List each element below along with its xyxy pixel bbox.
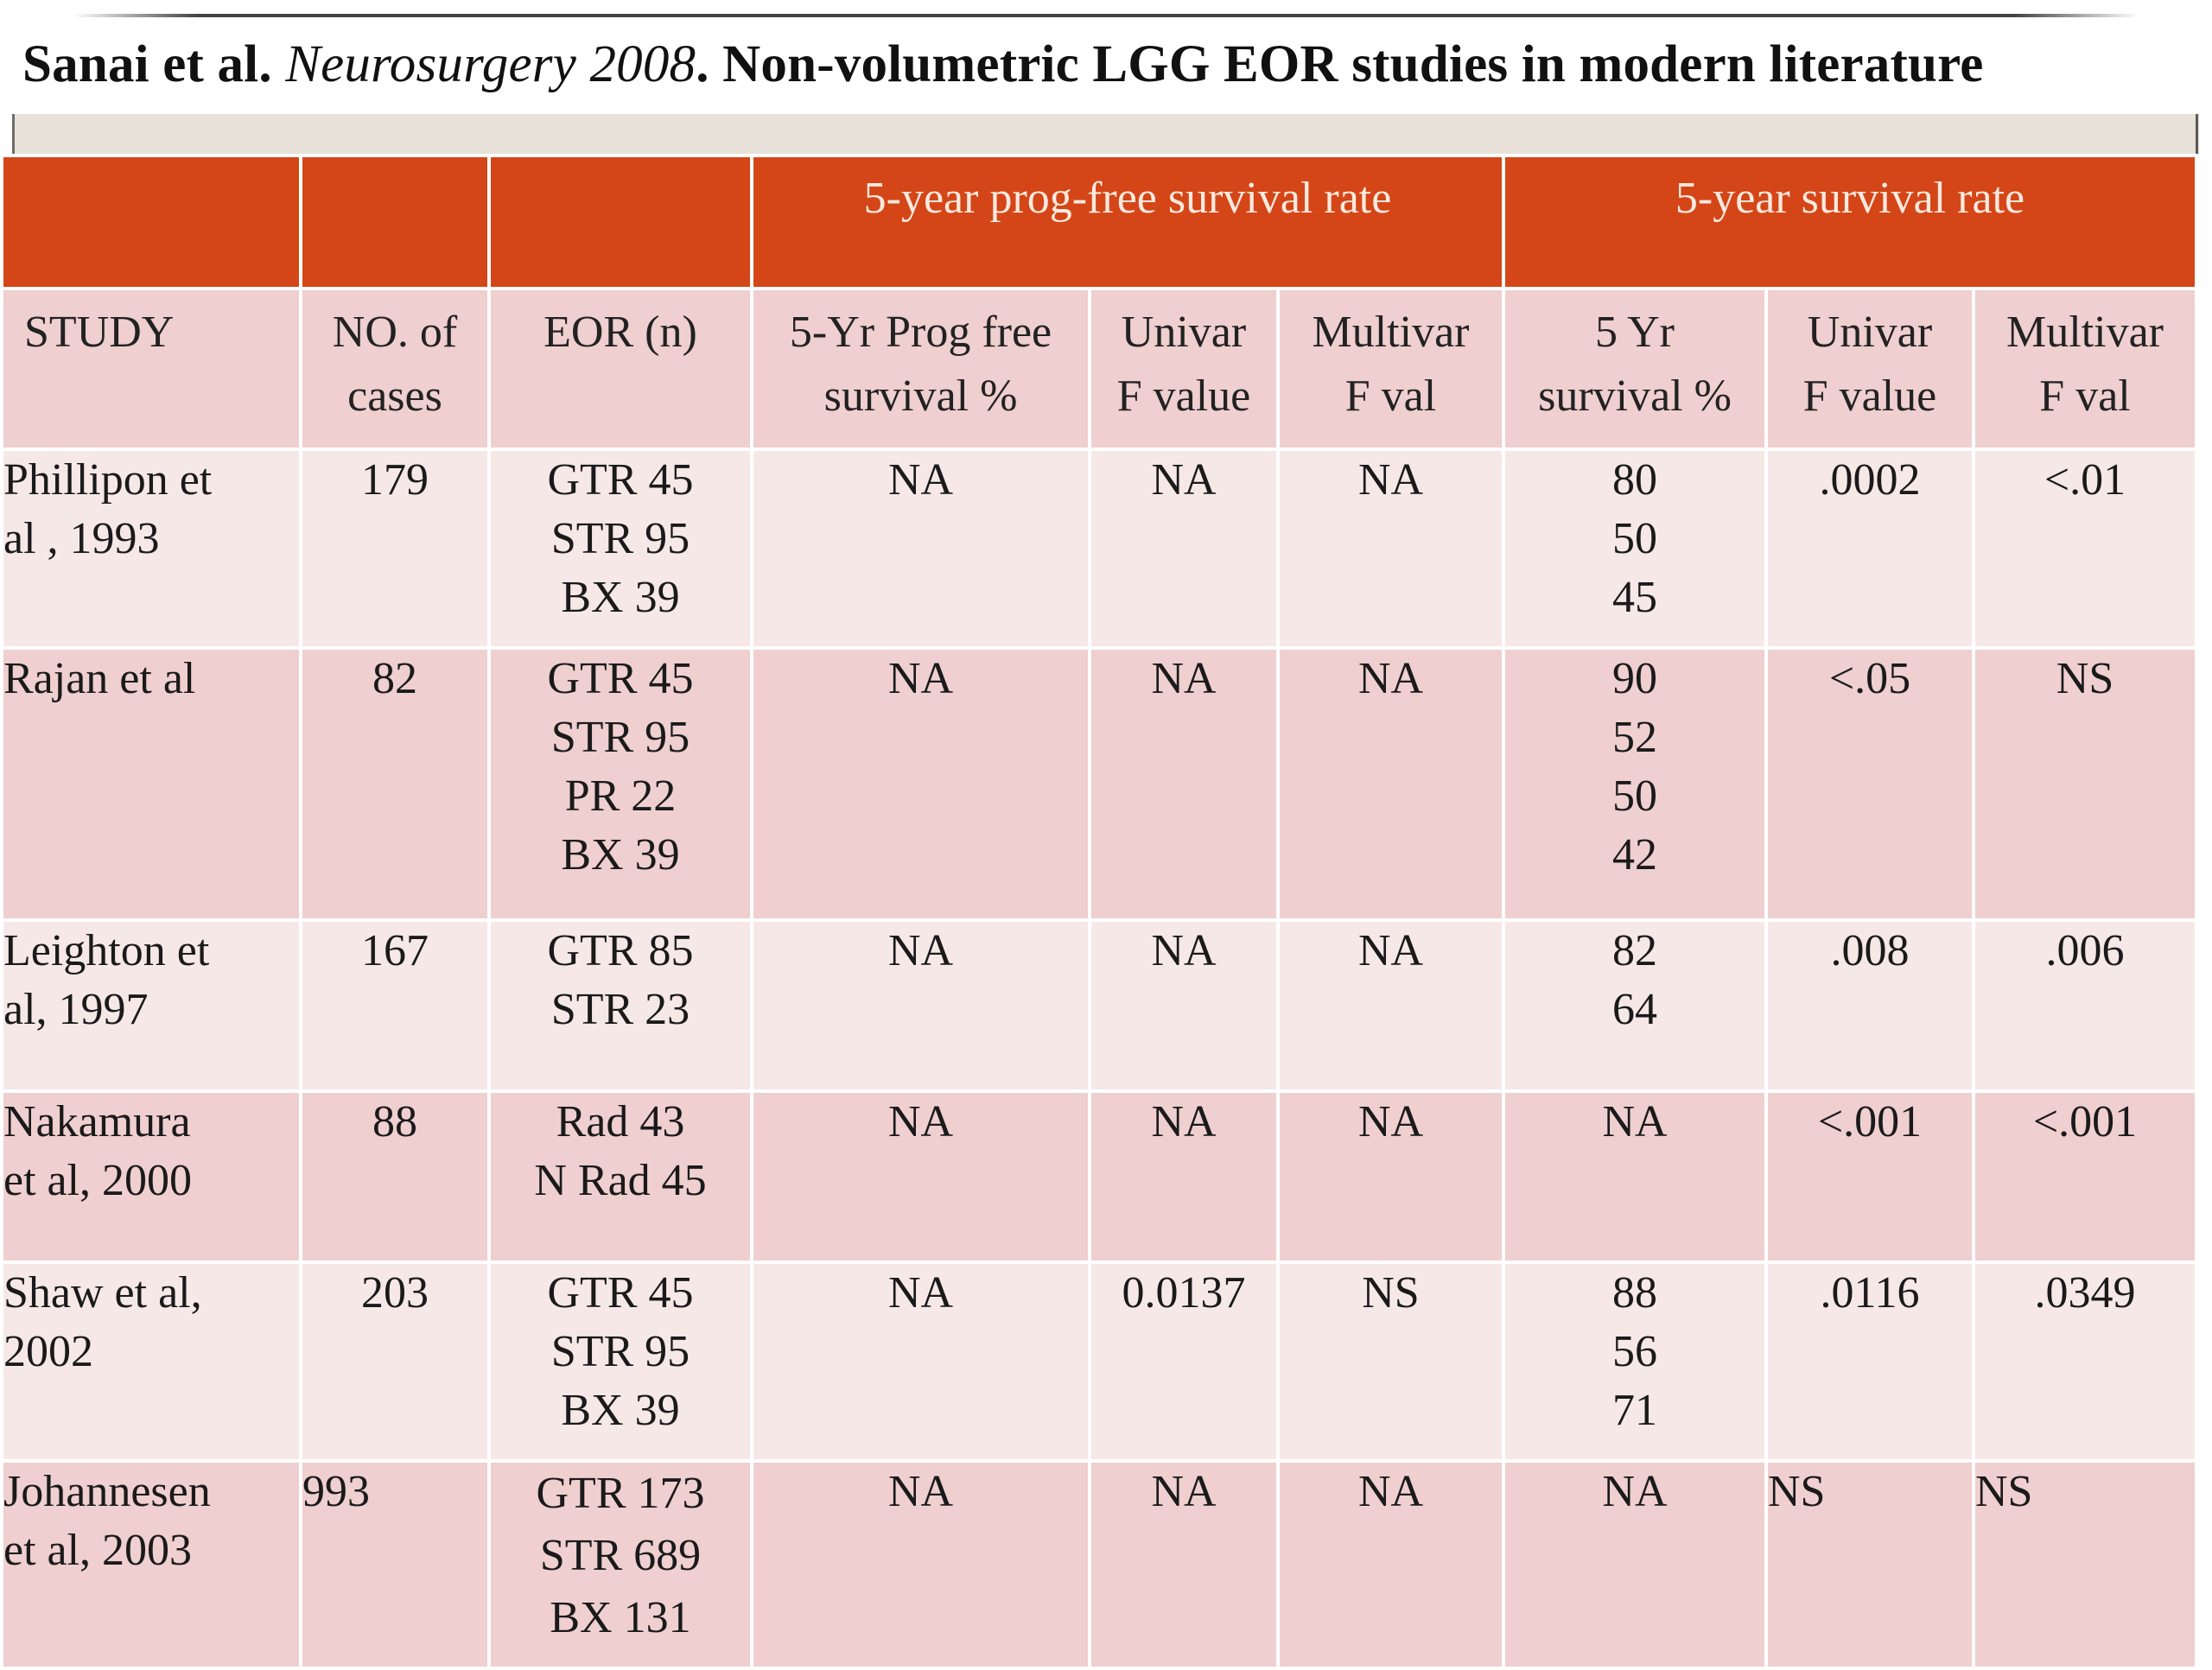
- col-header-os-multivar: Multivar F val: [1971, 287, 2199, 451]
- top-rule: [73, 14, 2139, 17]
- header-band: [12, 114, 2199, 154]
- cell-pfs-multivar: NA: [1276, 1089, 1505, 1264]
- title-rest: . Non-volumetric LGG EOR studies in mode…: [696, 35, 1984, 93]
- cell-study: Rajan et al: [0, 646, 302, 922]
- cell-pfs-univar: NA: [1088, 918, 1280, 1093]
- cell-os-pct: 82 64: [1502, 918, 1768, 1093]
- cell-pfs-pct: NA: [750, 1089, 1091, 1264]
- table-row: Phillipon et al , 1993 179 GTR 45 STR 95…: [0, 448, 2199, 650]
- col-header-pfs-pct: 5-Yr Prog free survival %: [750, 287, 1091, 451]
- cell-pfs-pct: NA: [750, 1459, 1091, 1670]
- cell-os-univar: .0116: [1764, 1260, 1975, 1463]
- table-row: Rajan et al 82 GTR 45 STR 95 PR 22 BX 39…: [0, 646, 2199, 922]
- cell-cases: 88: [299, 1089, 491, 1264]
- cell-eor: GTR 45 STR 95 BX 39: [487, 448, 753, 650]
- cell-pfs-multivar: NA: [1276, 448, 1505, 650]
- title-authors: Sanai et al.: [22, 35, 272, 93]
- col-header-pfs-univar: Univar F value: [1088, 287, 1280, 451]
- cell-os-pct: NA: [1502, 1459, 1768, 1670]
- cell-os-univar: NS: [1764, 1459, 1975, 1670]
- group-header-os: 5-year survival rate: [1501, 154, 2199, 290]
- cell-os-univar: .0002: [1764, 448, 1975, 650]
- table-row: Shaw et al, 2002 203 GTR 45 STR 95 BX 39…: [0, 1260, 2199, 1463]
- cell-pfs-pct: NA: [750, 646, 1091, 922]
- cell-os-univar: <.001: [1764, 1089, 1975, 1264]
- title-journal: Neurosurgery 2008: [285, 35, 696, 93]
- col-header-study: STUDY: [0, 287, 302, 451]
- cell-pfs-univar: NA: [1088, 448, 1280, 650]
- cell-eor: GTR 85 STR 23: [487, 918, 753, 1093]
- col-header-eor: EOR (n): [487, 287, 753, 451]
- cell-study: Johannesen et al, 2003: [0, 1459, 302, 1670]
- cell-os-multivar: <.001: [1971, 1089, 2199, 1264]
- cell-study: Leighton et al, 1997: [0, 918, 302, 1093]
- cell-cases: 993: [299, 1459, 491, 1670]
- cell-os-univar: .008: [1764, 918, 1975, 1093]
- cell-pfs-univar: 0.0137: [1088, 1260, 1280, 1463]
- eor-studies-table: 5-year prog-free survival rate 5-year su…: [0, 154, 2199, 1670]
- cell-pfs-univar: NA: [1088, 1089, 1280, 1264]
- group-header-pfs: 5-year prog-free survival rate: [750, 154, 1505, 290]
- cell-os-multivar: NS: [1971, 1459, 2199, 1670]
- column-header-row: STUDY NO. of cases EOR (n) 5-Yr Prog fre…: [0, 287, 2199, 451]
- cell-pfs-multivar: NS: [1276, 1260, 1505, 1463]
- cell-pfs-univar: NA: [1088, 646, 1280, 922]
- cell-cases: 179: [299, 448, 491, 650]
- cell-os-multivar: .006: [1971, 918, 2199, 1093]
- cell-eor: GTR 45 STR 95 PR 22 BX 39: [487, 646, 753, 922]
- cell-eor: Rad 43 N Rad 45: [487, 1089, 753, 1264]
- table-row: Leighton et al, 1997 167 GTR 85 STR 23 N…: [0, 918, 2199, 1093]
- slide-title: Sanai et al. Neurosurgery 2008. Non-volu…: [22, 35, 1984, 95]
- cell-os-pct: NA: [1502, 1089, 1768, 1264]
- cell-cases: 167: [299, 918, 491, 1093]
- cell-os-pct: 88 56 71: [1502, 1260, 1768, 1463]
- table-row: Johannesen et al, 2003 993 GTR 173 STR 6…: [0, 1459, 2199, 1670]
- cell-pfs-univar: NA: [1088, 1459, 1280, 1670]
- cell-os-multivar: .0349: [1971, 1260, 2199, 1463]
- cell-os-pct: 90 52 50 42: [1502, 646, 1768, 922]
- cell-pfs-multivar: NA: [1276, 1459, 1505, 1670]
- cell-pfs-pct: NA: [750, 448, 1091, 650]
- cell-os-multivar: <.01: [1971, 448, 2199, 650]
- cell-pfs-multivar: NA: [1276, 918, 1505, 1093]
- table-right-edge: [2196, 114, 2198, 1572]
- cell-study: Shaw et al, 2002: [0, 1260, 302, 1463]
- cell-study: Nakamura et al, 2000: [0, 1089, 302, 1264]
- table-row: Nakamura et al, 2000 88 Rad 43 N Rad 45 …: [0, 1089, 2199, 1264]
- col-header-os-univar: Univar F value: [1764, 287, 1975, 451]
- cell-pfs-pct: NA: [750, 1260, 1091, 1463]
- col-header-os-pct: 5 Yr survival %: [1502, 287, 1768, 451]
- cell-os-pct: 80 50 45: [1502, 448, 1768, 650]
- cell-study: Phillipon et al , 1993: [0, 448, 302, 650]
- cell-pfs-multivar: NA: [1276, 646, 1505, 922]
- group-header-blank: [299, 154, 491, 290]
- cell-os-univar: <.05: [1764, 646, 1975, 922]
- cell-cases: 203: [299, 1260, 491, 1463]
- cell-eor: GTR 45 STR 95 BX 39: [487, 1260, 753, 1463]
- group-header-blank: [487, 154, 753, 290]
- group-header-row: 5-year prog-free survival rate 5-year su…: [0, 154, 2199, 290]
- cell-eor: GTR 173 STR 689 BX 131: [487, 1459, 753, 1670]
- group-header-blank: [0, 154, 302, 290]
- col-header-pfs-multivar: Multivar F val: [1276, 287, 1505, 451]
- cell-cases: 82: [299, 646, 491, 922]
- col-header-cases: NO. of cases: [299, 287, 491, 451]
- cell-os-multivar: NS: [1971, 646, 2199, 922]
- cell-pfs-pct: NA: [750, 918, 1091, 1093]
